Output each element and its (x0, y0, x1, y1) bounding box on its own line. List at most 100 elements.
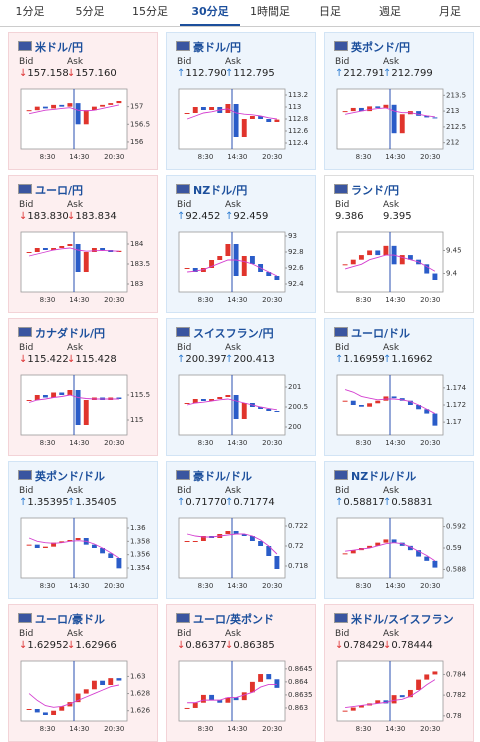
x-tick-label: 8:30 (198, 296, 214, 304)
y-tick-label: 1.36 (130, 524, 146, 532)
candle (274, 411, 280, 412)
candle (367, 250, 373, 256)
ask-value: 200.413 (225, 354, 274, 365)
candle (116, 678, 122, 681)
candle (249, 681, 255, 693)
y-tick-label: 212.5 (446, 123, 466, 131)
y-tick-label: 0.782 (446, 691, 466, 699)
candle (258, 541, 264, 546)
candle (83, 689, 89, 694)
tab[interactable]: 月足 (439, 5, 461, 18)
candle (225, 395, 231, 397)
pair-name[interactable]: カナダドル/円 (35, 327, 106, 340)
tab[interactable]: 5分足 (75, 5, 105, 18)
tab[interactable]: 15分足 (132, 5, 168, 18)
ask-label: Ask (383, 200, 400, 210)
y-tick-label: 156.5 (130, 120, 150, 128)
candle (26, 400, 32, 401)
x-tick-label: 14:30 (227, 296, 247, 304)
bid-label: Bid (19, 200, 34, 210)
x-tick-label: 20:30 (104, 725, 124, 733)
candle (59, 706, 65, 711)
pair-name[interactable]: NZドル/円 (193, 184, 248, 197)
y-tick-label: 213.5 (446, 91, 466, 99)
ask-value: 183.834 (67, 211, 116, 222)
y-tick-label: 93 (288, 232, 297, 240)
moving-average (345, 542, 436, 562)
pair-name[interactable]: ユーロ/豪ドル (35, 613, 106, 626)
tab[interactable]: 日足 (319, 5, 341, 18)
candle (67, 244, 73, 246)
candle (416, 679, 422, 690)
rate-card[interactable]: ランド/円 Bid Ask 9.386 9.395 9.45 9.4 8:30 14:30 20:… (324, 175, 474, 313)
candle (266, 119, 272, 122)
mini-chart: 0.784 0.782 0.78 8:30 14:30 20:30 (336, 660, 467, 733)
rate-card[interactable]: 英ポンド/円BidAsk212.791212.799213.5213212.52… (324, 32, 474, 170)
x-tick-label: 8:30 (356, 439, 372, 447)
pair-name[interactable]: NZドル/ドル (351, 470, 417, 483)
flag-icon (18, 470, 32, 480)
pair-name[interactable]: 米ドル/円 (35, 41, 84, 54)
pair-name[interactable]: 豪ドル/円 (193, 41, 242, 54)
y-tick-label: 1.628 (130, 690, 150, 698)
x-tick-label: 20:30 (420, 725, 440, 733)
y-tick-label: 0.72 (288, 542, 304, 550)
flag-icon (176, 470, 190, 480)
ask-label: Ask (225, 57, 242, 67)
rate-card[interactable]: 米ドル/スイスフランBidAsk0.784290.784440.7840.782… (324, 604, 474, 742)
candle (407, 545, 413, 551)
rate-card[interactable]: 豪ドル/円BidAsk112.790112.795113.2113112.811… (166, 32, 316, 170)
moving-average (344, 107, 435, 118)
candle (233, 395, 239, 419)
pair-name[interactable]: 英ポンド/円 (351, 41, 411, 54)
candle (192, 702, 198, 708)
pair-name[interactable]: ユーロ/ドル (351, 327, 411, 340)
x-tick-label: 14:30 (227, 582, 247, 590)
pair-name[interactable]: 米ドル/スイスフラン (351, 613, 454, 626)
pair-name[interactable]: 英ポンド/ドル (35, 470, 106, 483)
ask-label: Ask (67, 343, 84, 353)
x-tick-label: 14:30 (385, 725, 405, 733)
tab[interactable]: 1分足 (15, 5, 45, 18)
candle (233, 104, 239, 137)
candle (241, 119, 247, 137)
y-tick-label: 0.8645 (288, 665, 313, 673)
ask-value: 0.71774 (225, 497, 274, 508)
bid-label: Bid (177, 57, 192, 67)
pair-name[interactable]: スイスフラン/円 (193, 327, 274, 340)
candle (34, 709, 40, 713)
mini-chart: 184 183.5 183 8:30 14:30 20:30 (20, 231, 150, 304)
moving-average (344, 389, 436, 414)
pair-name[interactable]: ランド/円 (351, 184, 400, 197)
y-tick-label: 183.5 (130, 260, 150, 268)
ask-label: Ask (225, 486, 242, 496)
flag-icon (176, 613, 190, 623)
tab[interactable]: 週足 (379, 5, 401, 18)
rate-card[interactable]: ユーロ/ドルBidAsk1.169591.169621.1741.1721.17… (324, 318, 474, 456)
pair-name[interactable]: ユーロ/円 (35, 184, 84, 197)
rate-card[interactable]: カナダドル/円BidAsk115.422115.428115.51158:301… (8, 318, 158, 456)
pair-name[interactable]: ユーロ/英ポンド (193, 613, 275, 626)
bid-value: 0.71770 (177, 497, 226, 508)
x-tick-label: 8:30 (198, 582, 214, 590)
candle (217, 397, 223, 399)
rate-card[interactable]: ユーロ/英ポンドBidAsk0.863770.863850.86450.8640… (166, 604, 316, 742)
candle (350, 259, 356, 265)
candle (399, 114, 405, 134)
candle (209, 260, 215, 268)
tab[interactable]: 1時間足 (250, 5, 290, 18)
y-tick-label: 212 (446, 139, 459, 147)
y-tick-label: 115 (130, 416, 143, 424)
timeframe-tabs: 1分足 5分足 15分足 30分足 1時間足 日足 週足 月足 (0, 0, 480, 27)
flag-icon (176, 184, 190, 194)
pair-name[interactable]: 豪ドル/ドル (193, 470, 253, 483)
tab[interactable]: 30分足 (180, 0, 240, 26)
